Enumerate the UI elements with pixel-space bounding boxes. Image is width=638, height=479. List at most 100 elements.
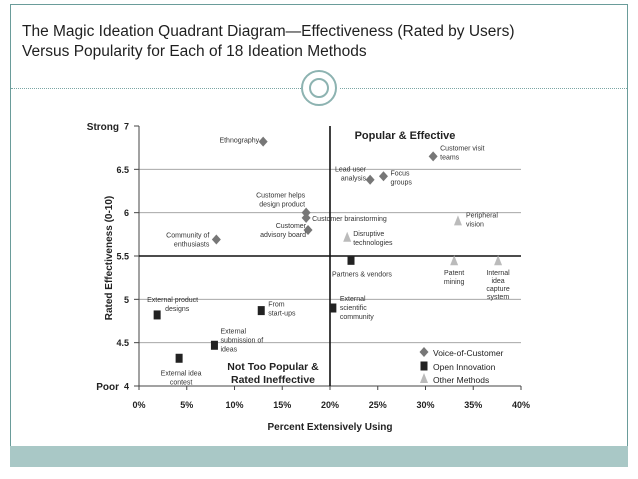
y-tick-label-4: 4: [124, 382, 129, 392]
point-label-peripheral-vision: vision: [466, 221, 484, 228]
point-label-internal-idea-capture-system: Internal: [486, 270, 510, 277]
point-external-scientific-community: [329, 303, 337, 313]
point-label-external-submission-of-ideas: submission of: [220, 337, 263, 344]
y-tick-label-5: 5: [124, 295, 129, 305]
circle-ornament-icon: [301, 70, 337, 106]
point-label-lead-user-analysis: analysis: [341, 176, 367, 183]
y-tick-label-7: 7: [124, 122, 129, 132]
point-label-external-submission-of-ideas: ideas: [220, 346, 237, 353]
point-label-customer-advisory-board: advisory board: [260, 232, 306, 239]
quadrant-divider-layer: [139, 126, 521, 386]
x-tick-label-0: 0%: [132, 400, 145, 410]
point-label-partners-vendors: Partners & vendors: [332, 271, 392, 278]
y-tick-label-4-5: 4.5: [116, 338, 129, 348]
y-tick-label-5-5: 5.5: [116, 252, 129, 262]
legend-marker-other-methods: [420, 373, 428, 383]
point-label-internal-idea-capture-system: system: [487, 294, 509, 301]
slide-title-line-1: The Magic Ideation Quadrant Diagram—Effe…: [22, 23, 515, 40]
point-label-customer-brainstorming: Customer brainstorming: [312, 216, 387, 223]
legend-label-voice-of-customer: Voice-of-Customer: [433, 348, 504, 358]
frame-left-border: [10, 4, 11, 467]
point-ethnography: [258, 136, 268, 147]
y-qualifier-strong: Strong: [87, 122, 119, 133]
chart-text-layer: Percent Extensively Using Rated Effectiv…: [104, 130, 504, 433]
point-label-patent-mining: mining: [444, 279, 465, 286]
x-axis-title: Percent Extensively Using: [267, 422, 392, 433]
footer-band: [10, 446, 628, 467]
point-label-customer-visit-teams: Customer visit: [440, 145, 484, 152]
point-lead-user-analysis: [365, 174, 375, 185]
quadrant-label-not-popular-line-1: Not Too Popular &: [227, 361, 319, 373]
y-qualifier-poor: Poor: [96, 382, 119, 393]
y-tick-label-6: 6: [124, 208, 129, 218]
point-label-disruptive-technologies: technologies: [353, 240, 393, 247]
x-tick-label-20: 20%: [321, 400, 339, 410]
frame-top-border: [10, 4, 628, 5]
title-divider-right: [340, 88, 627, 89]
y-tick-label-6-5: 6.5: [116, 165, 129, 175]
point-customer-brainstorming: [301, 212, 311, 223]
slide-title: The Magic Ideation Quadrant Diagram—Effe…: [22, 22, 622, 62]
point-label-layer: Ethnography Customer visit teams Lead user a…: [147, 138, 510, 387]
point-label-customer-helps-design-product: design product: [259, 202, 305, 209]
point-label-community-of-enthusiasts: enthusiasts: [174, 242, 210, 249]
legend-marker-open-innovation: [420, 361, 428, 371]
point-label-external-product-designs: designs: [165, 306, 190, 313]
point-internal-idea-capture-system: [494, 255, 503, 266]
legend-marker-layer: [419, 347, 429, 383]
point-partners-vendors: [347, 255, 355, 265]
slide-title-line-2: Versus Popularity for Each of 18 Ideatio…: [22, 43, 367, 60]
point-label-external-product-designs: External product: [147, 297, 198, 304]
legend-label-other-methods: Other Methods: [433, 375, 489, 385]
point-label-customer-visit-teams: teams: [440, 154, 460, 161]
point-label-community-of-enthusiasts: Community of: [166, 233, 209, 240]
point-customer-advisory-board: [303, 225, 313, 235]
point-label-external-scientific-community: community: [340, 314, 374, 321]
point-from-start-ups: [257, 306, 265, 316]
point-label-external-scientific-community: External: [340, 296, 366, 303]
point-label-from-start-ups: start-ups: [268, 311, 296, 318]
point-label-external-idea-contest: contest: [170, 379, 193, 386]
point-peripheral-vision: [453, 215, 462, 226]
point-external-product-designs: [153, 310, 161, 320]
point-label-peripheral-vision: Peripheral: [466, 212, 498, 219]
point-label-from-start-ups: From: [268, 302, 285, 309]
point-label-focus-groups: groups: [390, 179, 412, 186]
quadrant-label-not-popular-line-2: Rated Ineffective: [231, 374, 315, 386]
point-label-disruptive-technologies: Disruptive: [353, 231, 384, 238]
point-external-idea-contest: [175, 353, 183, 363]
point-label-ethnography: Ethnography: [219, 138, 259, 145]
quadrant-label-popular-effective: Popular & Effective: [355, 130, 456, 142]
point-community-of-enthusiasts: [211, 234, 221, 245]
point-label-customer-helps-design-product: Customer helps: [256, 193, 306, 200]
point-label-lead-user-analysis: Lead user: [335, 167, 367, 174]
point-patent-mining: [450, 255, 459, 266]
point-label-external-scientific-community: scientific: [340, 305, 367, 312]
point-customer-visit-teams: [428, 151, 438, 162]
x-tick-label-15: 15%: [273, 400, 291, 410]
x-tick-label-5: 5%: [180, 400, 193, 410]
point-label-patent-mining: Patent: [444, 270, 464, 277]
x-tick-label-10: 10%: [225, 400, 243, 410]
point-disruptive-technologies: [343, 231, 352, 242]
point-focus-groups: [378, 171, 388, 182]
x-tick-label-25: 25%: [369, 400, 387, 410]
point-label-focus-groups: Focus: [390, 170, 410, 177]
point-label-external-idea-contest: External idea: [161, 370, 202, 377]
x-tick-label-35: 35%: [464, 400, 482, 410]
y-axis-title: Rated Effectiveness (0-10): [104, 196, 115, 321]
circle-ornament-inner: [309, 78, 329, 98]
legend-label-open-innovation: Open Innovation: [433, 362, 496, 372]
marker-layer: [153, 136, 503, 363]
point-external-submission-of-ideas: [210, 340, 218, 350]
point-label-internal-idea-capture-system: idea: [491, 278, 504, 285]
point-label-customer-advisory-board: Customer: [276, 223, 307, 230]
x-tick-label-30: 30%: [416, 400, 434, 410]
legend-marker-voice-of-customer: [419, 347, 429, 357]
point-customer-helps-design-product: [301, 207, 311, 218]
point-label-external-submission-of-ideas: External: [220, 328, 246, 335]
frame-right-border: [627, 4, 628, 467]
title-divider-left: [11, 88, 301, 89]
